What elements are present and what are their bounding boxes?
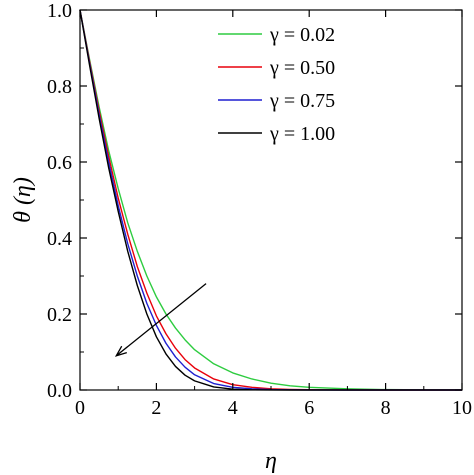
y-tick-label: 1.0 bbox=[47, 0, 72, 22]
legend-label-1: γ = 0.50 bbox=[269, 57, 335, 79]
x-tick-label: 2 bbox=[151, 397, 161, 419]
x-tick-label: 4 bbox=[228, 397, 238, 419]
x-axis-title: η bbox=[265, 448, 277, 474]
series-line-3 bbox=[79, 9, 462, 391]
y-tick-label: 0.2 bbox=[47, 304, 72, 326]
annotation-arrow-group bbox=[114, 283, 207, 357]
y-tick-label: 0.4 bbox=[47, 228, 72, 250]
x-axis-ticks: 0 2 4 6 8 10 bbox=[75, 10, 472, 419]
x-tick-label: 8 bbox=[381, 397, 391, 419]
y-tick-label: 0.8 bbox=[47, 76, 72, 98]
y-tick-label: 0.0 bbox=[47, 380, 72, 402]
y-tick-label: 0.6 bbox=[47, 152, 72, 174]
x-tick-label: 10 bbox=[452, 397, 472, 419]
annotation-arrow-head bbox=[114, 345, 127, 357]
annotation-arrow-line bbox=[115, 283, 207, 357]
series-line-0 bbox=[79, 9, 463, 391]
x-tick-label: 0 bbox=[75, 397, 85, 419]
y-axis-title: θ (η) bbox=[10, 177, 36, 223]
curves-group bbox=[79, 9, 463, 391]
legend-label-0: γ = 0.02 bbox=[269, 24, 335, 46]
legend-label-2: γ = 0.75 bbox=[269, 90, 335, 112]
legend: γ = 0.02 γ = 0.50 γ = 0.75 γ = 1.00 bbox=[218, 24, 335, 145]
legend-label-3: γ = 1.00 bbox=[269, 123, 335, 145]
x-tick-label: 6 bbox=[304, 397, 314, 419]
y-axis-ticks: 0.0 0.2 0.4 0.6 0.8 1.0 bbox=[47, 0, 462, 402]
